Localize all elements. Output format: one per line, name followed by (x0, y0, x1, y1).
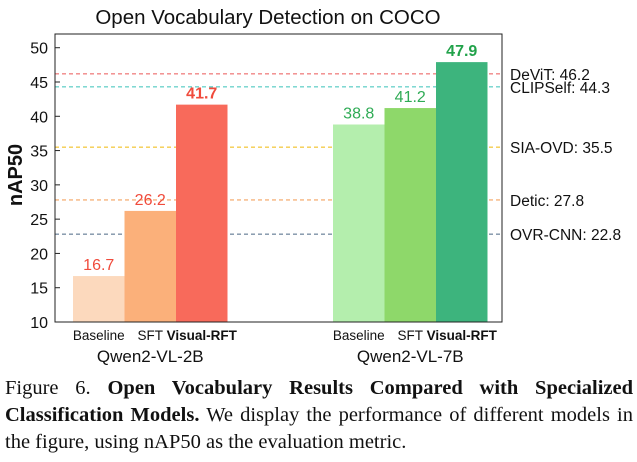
reference-line-label: Detic: 27.8 (510, 193, 584, 210)
bar (124, 210, 176, 322)
bar-value-label: 26.2 (135, 192, 166, 209)
x-group-label: Qwen2-VL-7B (357, 347, 464, 366)
bar (384, 108, 436, 322)
caption-title: Open Vocabulary Results Compared with Sp… (5, 377, 633, 426)
bar (436, 62, 488, 322)
reference-line-label: SIA-OVD: 35.5 (510, 140, 613, 157)
chart-title: Open Vocabulary Detection on COCO (95, 6, 440, 29)
bar-value-label: 41.2 (395, 89, 426, 106)
bar (176, 104, 228, 322)
x-group-label: Qwen2-VL-2B (97, 347, 204, 366)
x-category-label: Baseline (333, 328, 385, 343)
bar (333, 124, 385, 322)
figure-caption: Figure 6. Open Vocabulary Results Compar… (5, 375, 633, 456)
y-tick-label: 50 (30, 41, 48, 58)
y-tick-label: 45 (30, 75, 48, 92)
bar-value-label: 41.7 (186, 86, 217, 103)
bar-chart: Open Vocabulary Detection on COCO nAP50 … (5, 6, 621, 366)
y-tick-label: 15 (30, 281, 48, 298)
caption-body: We display the performance of different … (5, 404, 633, 453)
x-category-label: Baseline (73, 328, 125, 343)
bar-value-label: 16.7 (83, 257, 114, 274)
reference-line-label: CLIPSelf: 44.3 (510, 80, 610, 97)
bar-value-label: 47.9 (446, 43, 477, 60)
x-category-label: SFT (398, 328, 424, 343)
y-tick-label: 35 (30, 144, 48, 161)
x-category-label: SFT (138, 328, 164, 343)
caption-figure-label: Figure 6. (5, 377, 91, 399)
y-tick-label: 25 (30, 212, 48, 229)
plot-area-frame (54, 33, 503, 323)
x-category-label: Visual-RFT (167, 328, 238, 343)
bar-value-label: 38.8 (343, 106, 374, 123)
y-tick-label: 10 (30, 315, 48, 332)
y-axis-label: nAP50 (5, 144, 27, 206)
y-tick-label: 20 (30, 246, 48, 263)
reference-line-label: OVR-CNN: 22.8 (510, 227, 621, 244)
y-tick-label: 40 (30, 109, 48, 126)
reference-line-label: DeViT: 46.2 (510, 67, 590, 84)
y-tick-label: 30 (30, 178, 48, 195)
bar (73, 276, 125, 322)
x-category-label: Visual-RFT (427, 328, 498, 343)
